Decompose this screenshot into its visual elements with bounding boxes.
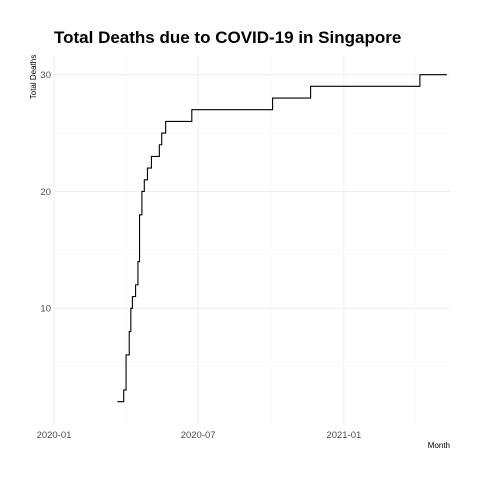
- y-tick-label: 20: [40, 187, 51, 198]
- x-tick-label: 2021-01: [326, 430, 361, 441]
- y-tick-label: 10: [40, 304, 51, 315]
- x-tick-label: 2020-01: [37, 430, 72, 441]
- grid: [53, 56, 450, 425]
- x-axis-ticks: 2020-01 2020-07 2021-01: [37, 430, 362, 441]
- x-axis-label: Month: [428, 441, 450, 450]
- series-layer: [117, 74, 447, 403]
- x-tick-label: 2020-07: [181, 430, 216, 441]
- chart-title: Total Deaths due to COVID-19 in Singapor…: [54, 28, 401, 47]
- y-tick-label: 30: [40, 70, 51, 81]
- y-axis-ticks: 10 20 30: [40, 70, 51, 315]
- y-axis-label: Total Deaths: [29, 55, 38, 99]
- series-line-total-deaths: [117, 74, 447, 403]
